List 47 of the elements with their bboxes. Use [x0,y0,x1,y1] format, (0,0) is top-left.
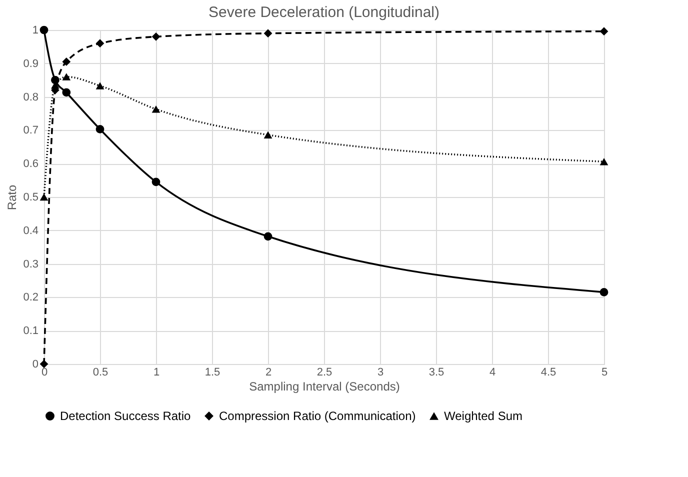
point [600,27,608,36]
legend-label: Weighted Sum [444,409,522,423]
point [96,125,104,134]
legend-label: Detection Success Ratio [60,409,192,423]
point [152,32,160,41]
y-tick-label: 0.7 [23,124,38,137]
y-tick-label: 0.9 [23,58,38,70]
y-tick-label: 0 [32,358,38,370]
y-tick-label: 0.6 [23,158,38,170]
y-axis-title: Rato [5,184,20,210]
point [152,178,160,186]
x-tick-label: 0 [41,366,48,378]
y-tick-label: 0.4 [23,224,38,237]
y-tick-label: 1 [32,24,38,36]
x-tick-label: 1 [153,366,160,378]
point [40,26,48,34]
point [62,58,71,66]
point [51,76,60,84]
point [264,232,272,241]
point [96,82,104,90]
y-tick-label: 0.1 [23,325,38,338]
point [264,29,272,38]
legend-label: Compression Ratio (Communication) [219,409,416,423]
x-tick-label: 5 [601,366,608,378]
y-tick-label: 0.2 [23,292,38,304]
point [600,288,608,296]
x-tick-label: 1.5 [204,366,220,378]
chart-title: Severe Deceleration (Longitudinal) [208,4,440,21]
x-tick-label: 4 [489,366,496,378]
point [264,131,272,138]
point [152,106,160,113]
y-tick-label: 0.3 [23,258,38,270]
y-tick-label: 0.8 [23,91,38,104]
point [600,158,608,166]
point [62,73,71,80]
x-tick-label: 0.5 [92,366,108,378]
x-tick-label: 4.5 [540,366,556,378]
point [40,360,48,368]
x-tick-label: 3.5 [428,366,444,378]
x-tick-label: 3 [377,366,384,378]
point [96,39,104,48]
x-tick-label: 2 [265,366,272,378]
x-axis-title: Sampling Interval (Seconds) [249,380,400,394]
point [62,88,71,97]
x-tick-label: 2.5 [316,366,332,378]
y-tick-label: 0.5 [23,192,38,204]
point [40,193,48,201]
